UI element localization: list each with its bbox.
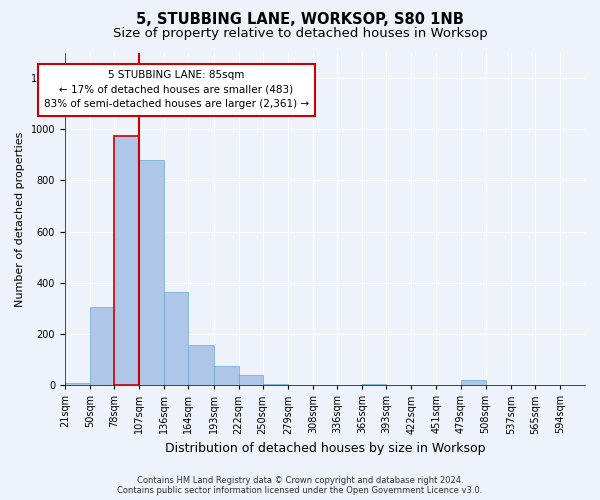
Text: 5, STUBBING LANE, WORKSOP, S80 1NB: 5, STUBBING LANE, WORKSOP, S80 1NB (136, 12, 464, 28)
Text: Size of property relative to detached houses in Worksop: Size of property relative to detached ho… (113, 28, 487, 40)
Text: 5 STUBBING LANE: 85sqm
← 17% of detached houses are smaller (483)
83% of semi-de: 5 STUBBING LANE: 85sqm ← 17% of detached… (44, 70, 309, 110)
Bar (164, 292, 188, 385)
Bar (90, 307, 114, 385)
Text: Contains HM Land Registry data © Crown copyright and database right 2024.
Contai: Contains HM Land Registry data © Crown c… (118, 476, 482, 495)
Bar (362, 384, 386, 385)
X-axis label: Distribution of detached houses by size in Worksop: Distribution of detached houses by size … (165, 442, 485, 455)
Y-axis label: Number of detached properties: Number of detached properties (15, 131, 25, 306)
Bar (188, 346, 214, 385)
Bar (239, 375, 263, 385)
Bar (263, 384, 288, 385)
Bar (139, 160, 164, 385)
Bar (65, 382, 90, 385)
Bar (114, 136, 139, 385)
Bar (214, 366, 239, 385)
Bar (461, 380, 485, 385)
